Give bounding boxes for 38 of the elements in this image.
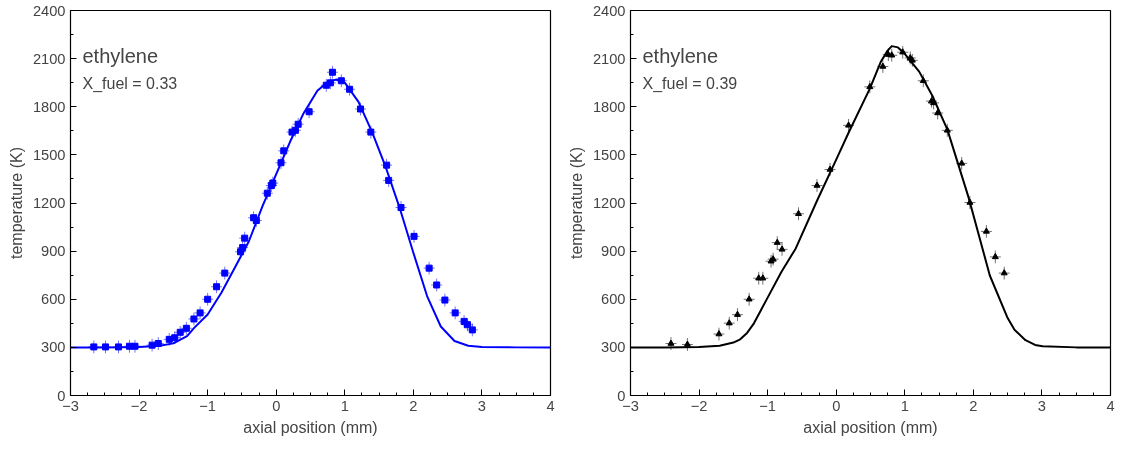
x-tick-label: 1 <box>340 397 349 414</box>
y-tick-label: 2400 <box>592 2 626 19</box>
y-tick-label: 2400 <box>32 2 66 19</box>
annotation: X_fuel = 0.39 <box>642 74 738 93</box>
x-tick-label: 4 <box>1106 397 1115 414</box>
y-tick-label: 1500 <box>592 146 626 163</box>
x-axis-title: axial position (mm) <box>803 418 938 436</box>
x-tick-label: 2 <box>409 397 418 414</box>
x-tick-label: −2 <box>690 397 708 414</box>
x-tick-label: 0 <box>272 397 281 414</box>
y-tick-label: 600 <box>41 291 66 308</box>
y-axis-title: temperature (K) <box>7 146 25 260</box>
y-axis-title: temperature (K) <box>567 146 585 260</box>
x-tick-label: −2 <box>130 397 148 414</box>
y-tick-label: 1200 <box>32 195 66 211</box>
x-tick-label: 1 <box>900 397 909 414</box>
y-tick-label: 900 <box>41 243 66 260</box>
x-tick-label: 3 <box>1037 397 1047 414</box>
annotation: ethylene <box>642 44 719 67</box>
x-axis-title: axial position (mm) <box>243 418 378 436</box>
annotation: X_fuel = 0.33 <box>82 74 178 93</box>
x-tick-label: 3 <box>477 397 487 414</box>
x-tick-label: −1 <box>759 397 777 414</box>
y-tick-label: 1800 <box>592 98 626 115</box>
y-tick-label: 2100 <box>32 50 66 67</box>
y-tick-label: 900 <box>601 243 626 260</box>
y-tick-label: 1500 <box>32 146 66 163</box>
y-tick-label: 600 <box>601 291 626 308</box>
x-tick-label: 2 <box>969 397 978 414</box>
annotation: ethylene <box>82 44 159 67</box>
x-tick-label: −1 <box>199 397 217 414</box>
y-tick-label: 2100 <box>592 50 626 67</box>
y-tick-label: 300 <box>601 339 626 356</box>
y-tick-label: 1200 <box>592 195 626 211</box>
y-tick-label: 300 <box>41 339 66 356</box>
x-tick-label: 4 <box>546 397 555 414</box>
y-tick-label: 1800 <box>32 98 66 115</box>
x-tick-label: 0 <box>832 397 841 414</box>
